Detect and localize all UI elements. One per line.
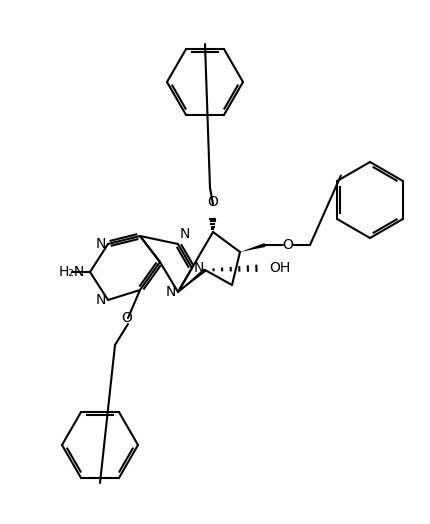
Text: N: N bbox=[95, 237, 106, 251]
Text: O: O bbox=[282, 238, 293, 252]
Polygon shape bbox=[178, 268, 206, 292]
Text: H₂N: H₂N bbox=[58, 265, 85, 279]
Text: OH: OH bbox=[268, 261, 289, 275]
Polygon shape bbox=[240, 243, 265, 252]
Text: N: N bbox=[165, 285, 175, 299]
Text: O: O bbox=[121, 311, 132, 325]
Text: N: N bbox=[95, 293, 106, 307]
Text: N: N bbox=[194, 261, 204, 275]
Text: N: N bbox=[180, 227, 190, 241]
Text: O: O bbox=[207, 195, 218, 209]
